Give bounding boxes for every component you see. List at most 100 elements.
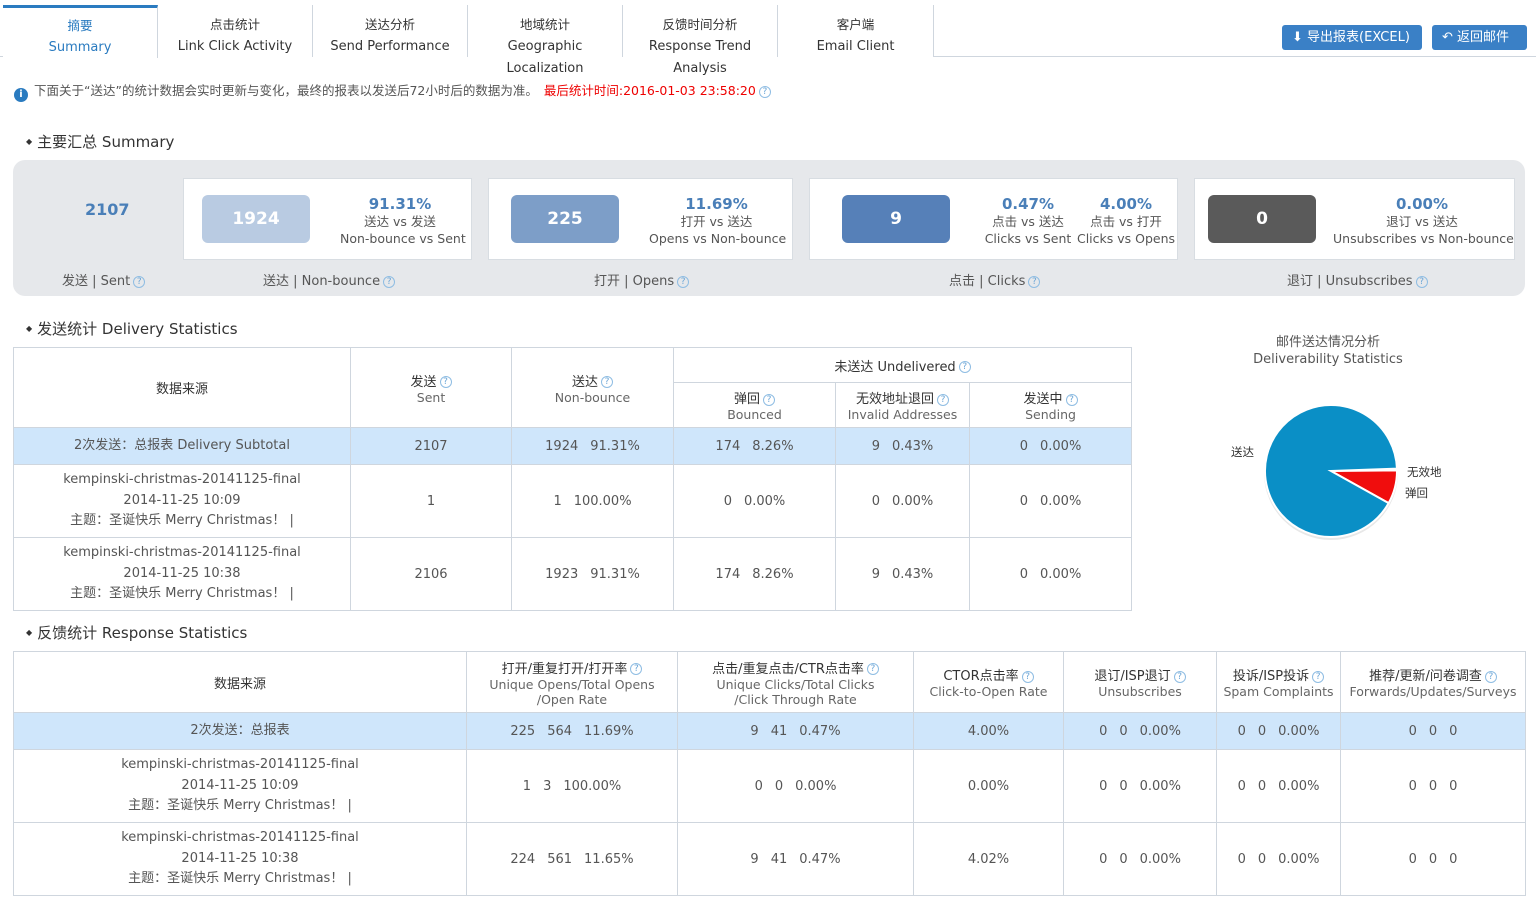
subject: 主题：圣诞快乐 Merry Christmas！ | xyxy=(70,586,294,602)
question-icon[interactable]: ? xyxy=(630,663,643,675)
table-row: kempinski-christmas-20141125-final 2014-1… xyxy=(13,537,1133,611)
ctr: 0.00% xyxy=(795,778,837,794)
campaign-name[interactable]: kempinski-christmas-20141125-final xyxy=(63,472,301,488)
question-icon[interactable]: ? xyxy=(958,361,971,373)
col-sending: 发送中? Sending xyxy=(968,382,1133,428)
opens-cell: 224 561 11.65% xyxy=(466,822,678,896)
clicks-box: 9 xyxy=(842,195,950,243)
invalid-cell: 9 0.43% xyxy=(835,427,970,465)
header-en: Sending xyxy=(1025,407,1076,422)
unique-opens: 1 xyxy=(522,778,532,794)
info-icon: i xyxy=(14,88,28,102)
header-en: Click-to-Open Rate xyxy=(929,684,1048,699)
count: 174 xyxy=(715,566,741,582)
tab-label-zh: 地域统计 xyxy=(519,17,570,32)
pie-slice-delivered[interactable] xyxy=(1264,404,1398,538)
tab-geographic[interactable]: 地域统计 Geographic Localization xyxy=(468,5,623,76)
opens-box: 225 xyxy=(511,195,619,243)
rate: 91.31% xyxy=(590,566,640,582)
nonbounce-cell: 1 100.00% xyxy=(511,464,674,538)
nonbounce-box: 1924 xyxy=(202,195,310,243)
tab-send-performance[interactable]: 送达分析 Send Performance xyxy=(313,5,468,57)
col-spam: 投诉/ISP投诉? Spam Complaints xyxy=(1216,651,1341,713)
campaign-name[interactable]: kempinski-christmas-20141125-final xyxy=(121,830,359,846)
rate: 0.00% xyxy=(1139,723,1181,739)
tab-link-click[interactable]: 点击统计 Link Click Activity xyxy=(158,5,313,57)
question-icon[interactable]: ? xyxy=(601,376,613,388)
total-opens: 564 xyxy=(547,723,573,739)
clicks-vs-sent-metric: 0.47% 点击 vs 送达 Clicks vs Sent xyxy=(984,195,1072,247)
question-icon[interactable]: ? xyxy=(1028,275,1041,288)
header-en: Unsubscribes xyxy=(1098,684,1182,699)
metric-pct: 11.69% xyxy=(685,195,748,213)
question-icon[interactable]: ? xyxy=(1312,670,1325,683)
delivery-section-title: 发送统计 Delivery Statistics xyxy=(26,318,237,339)
count: 0 xyxy=(1237,723,1246,739)
campaign-name[interactable]: kempinski-christmas-20141125-final xyxy=(63,545,301,561)
pie-label-invalid: 无效地 xyxy=(1407,465,1442,479)
rate: 100.00% xyxy=(573,493,632,509)
rate: 0.00% xyxy=(1139,778,1181,794)
question-icon[interactable]: ? xyxy=(677,275,690,288)
question-icon[interactable]: ? xyxy=(133,275,146,288)
question-icon[interactable]: ? xyxy=(1415,275,1428,288)
tab-label-en: Response Trend Analysis xyxy=(648,39,752,76)
metric-label-en: Unsubscribes vs Non-bounce xyxy=(1333,231,1514,246)
total-opens: 561 xyxy=(547,851,573,867)
spam-cell: 0 0 0.00% xyxy=(1216,712,1341,750)
question-icon[interactable]: ? xyxy=(937,393,949,406)
tab-label-en: Send Performance xyxy=(330,39,450,54)
subject: 主题：圣诞快乐 Merry Christmas！ | xyxy=(128,871,352,887)
count: 0 xyxy=(1408,778,1417,794)
bounced-cell: 174 8.26% xyxy=(673,427,836,465)
tab-email-client[interactable]: 客户端 Email Client xyxy=(778,5,934,57)
metric-pct: 0.00% xyxy=(1395,195,1449,213)
source-cell: kempinski-christmas-20141125-final 2014-1… xyxy=(13,822,467,896)
unique-clicks: 9 xyxy=(750,851,759,867)
sending-cell: 0 0.00% xyxy=(968,464,1133,538)
delivery-table: 数据来源 发送? Sent 送达? Non-bounce 未送达 Undeliver… xyxy=(13,347,1133,611)
tab-summary[interactable]: 摘要 Summary xyxy=(3,5,158,58)
metric-label-zh: 点击 vs 打开 xyxy=(1090,214,1162,229)
question-icon[interactable]: ? xyxy=(866,663,879,675)
export-excel-button[interactable]: ⬇ 导出报表(EXCEL) xyxy=(1282,25,1422,50)
rate: 0.00% xyxy=(1040,438,1082,454)
back-to-email-button[interactable]: ↶ 返回邮件 xyxy=(1432,25,1527,50)
metric-label-zh: 送达 vs 发送 xyxy=(364,214,436,229)
subject: 主题：圣诞快乐 Merry Christmas！ | xyxy=(70,513,294,529)
count: 9 xyxy=(871,438,880,454)
col-ctor: CTOR点击率? Click-to-Open Rate xyxy=(913,651,1064,713)
count: 9 xyxy=(871,566,880,582)
question-icon[interactable]: ? xyxy=(1065,393,1078,406)
sending-cell: 0 0.00% xyxy=(968,427,1133,465)
question-icon[interactable]: ? xyxy=(758,85,771,98)
chart-title-en: Deliverability Statistics xyxy=(1253,352,1403,367)
count: 1 xyxy=(553,493,562,509)
count: 0 xyxy=(1257,723,1267,739)
header-zh: 打开/重复打开/打开率 xyxy=(501,661,628,677)
bounced-cell: 174 8.26% xyxy=(673,537,836,611)
question-icon[interactable]: ? xyxy=(1173,670,1186,683)
header-zh: 推荐/更新/问卷调查 xyxy=(1369,669,1482,684)
metric-label-en: Clicks vs Sent xyxy=(984,231,1072,246)
header-zh: CTOR点击率 xyxy=(943,669,1019,684)
campaign-name[interactable]: kempinski-christmas-20141125-final xyxy=(121,757,359,773)
question-icon[interactable]: ? xyxy=(439,376,452,388)
rate: 0.00% xyxy=(1278,778,1320,794)
send-time: 2014-11-25 10:38 xyxy=(123,565,241,581)
question-icon[interactable]: ? xyxy=(1484,670,1497,683)
question-icon[interactable]: ? xyxy=(763,393,775,406)
header-en: Unique Opens/Total Opens xyxy=(489,676,655,692)
caption-text: 打开 | Opens xyxy=(594,274,675,289)
question-icon[interactable]: ? xyxy=(383,275,396,288)
update-notice: i 下面关于“送达”的统计数据会实时更新与变化，最终的报表以发送后72小时后的数据… xyxy=(14,80,771,102)
rate: 0.00% xyxy=(743,493,786,509)
header-zh: 发送 xyxy=(410,374,437,390)
caption-text: 点击 | Clicks xyxy=(949,274,1026,289)
ctor-cell: 0.00% xyxy=(913,749,1064,823)
tab-response-trend[interactable]: 反馈时间分析 Response Trend Analysis xyxy=(623,5,778,76)
table-row: kempinski-christmas-20141125-final 2014-1… xyxy=(13,822,1526,896)
question-icon[interactable]: ? xyxy=(1021,670,1034,683)
